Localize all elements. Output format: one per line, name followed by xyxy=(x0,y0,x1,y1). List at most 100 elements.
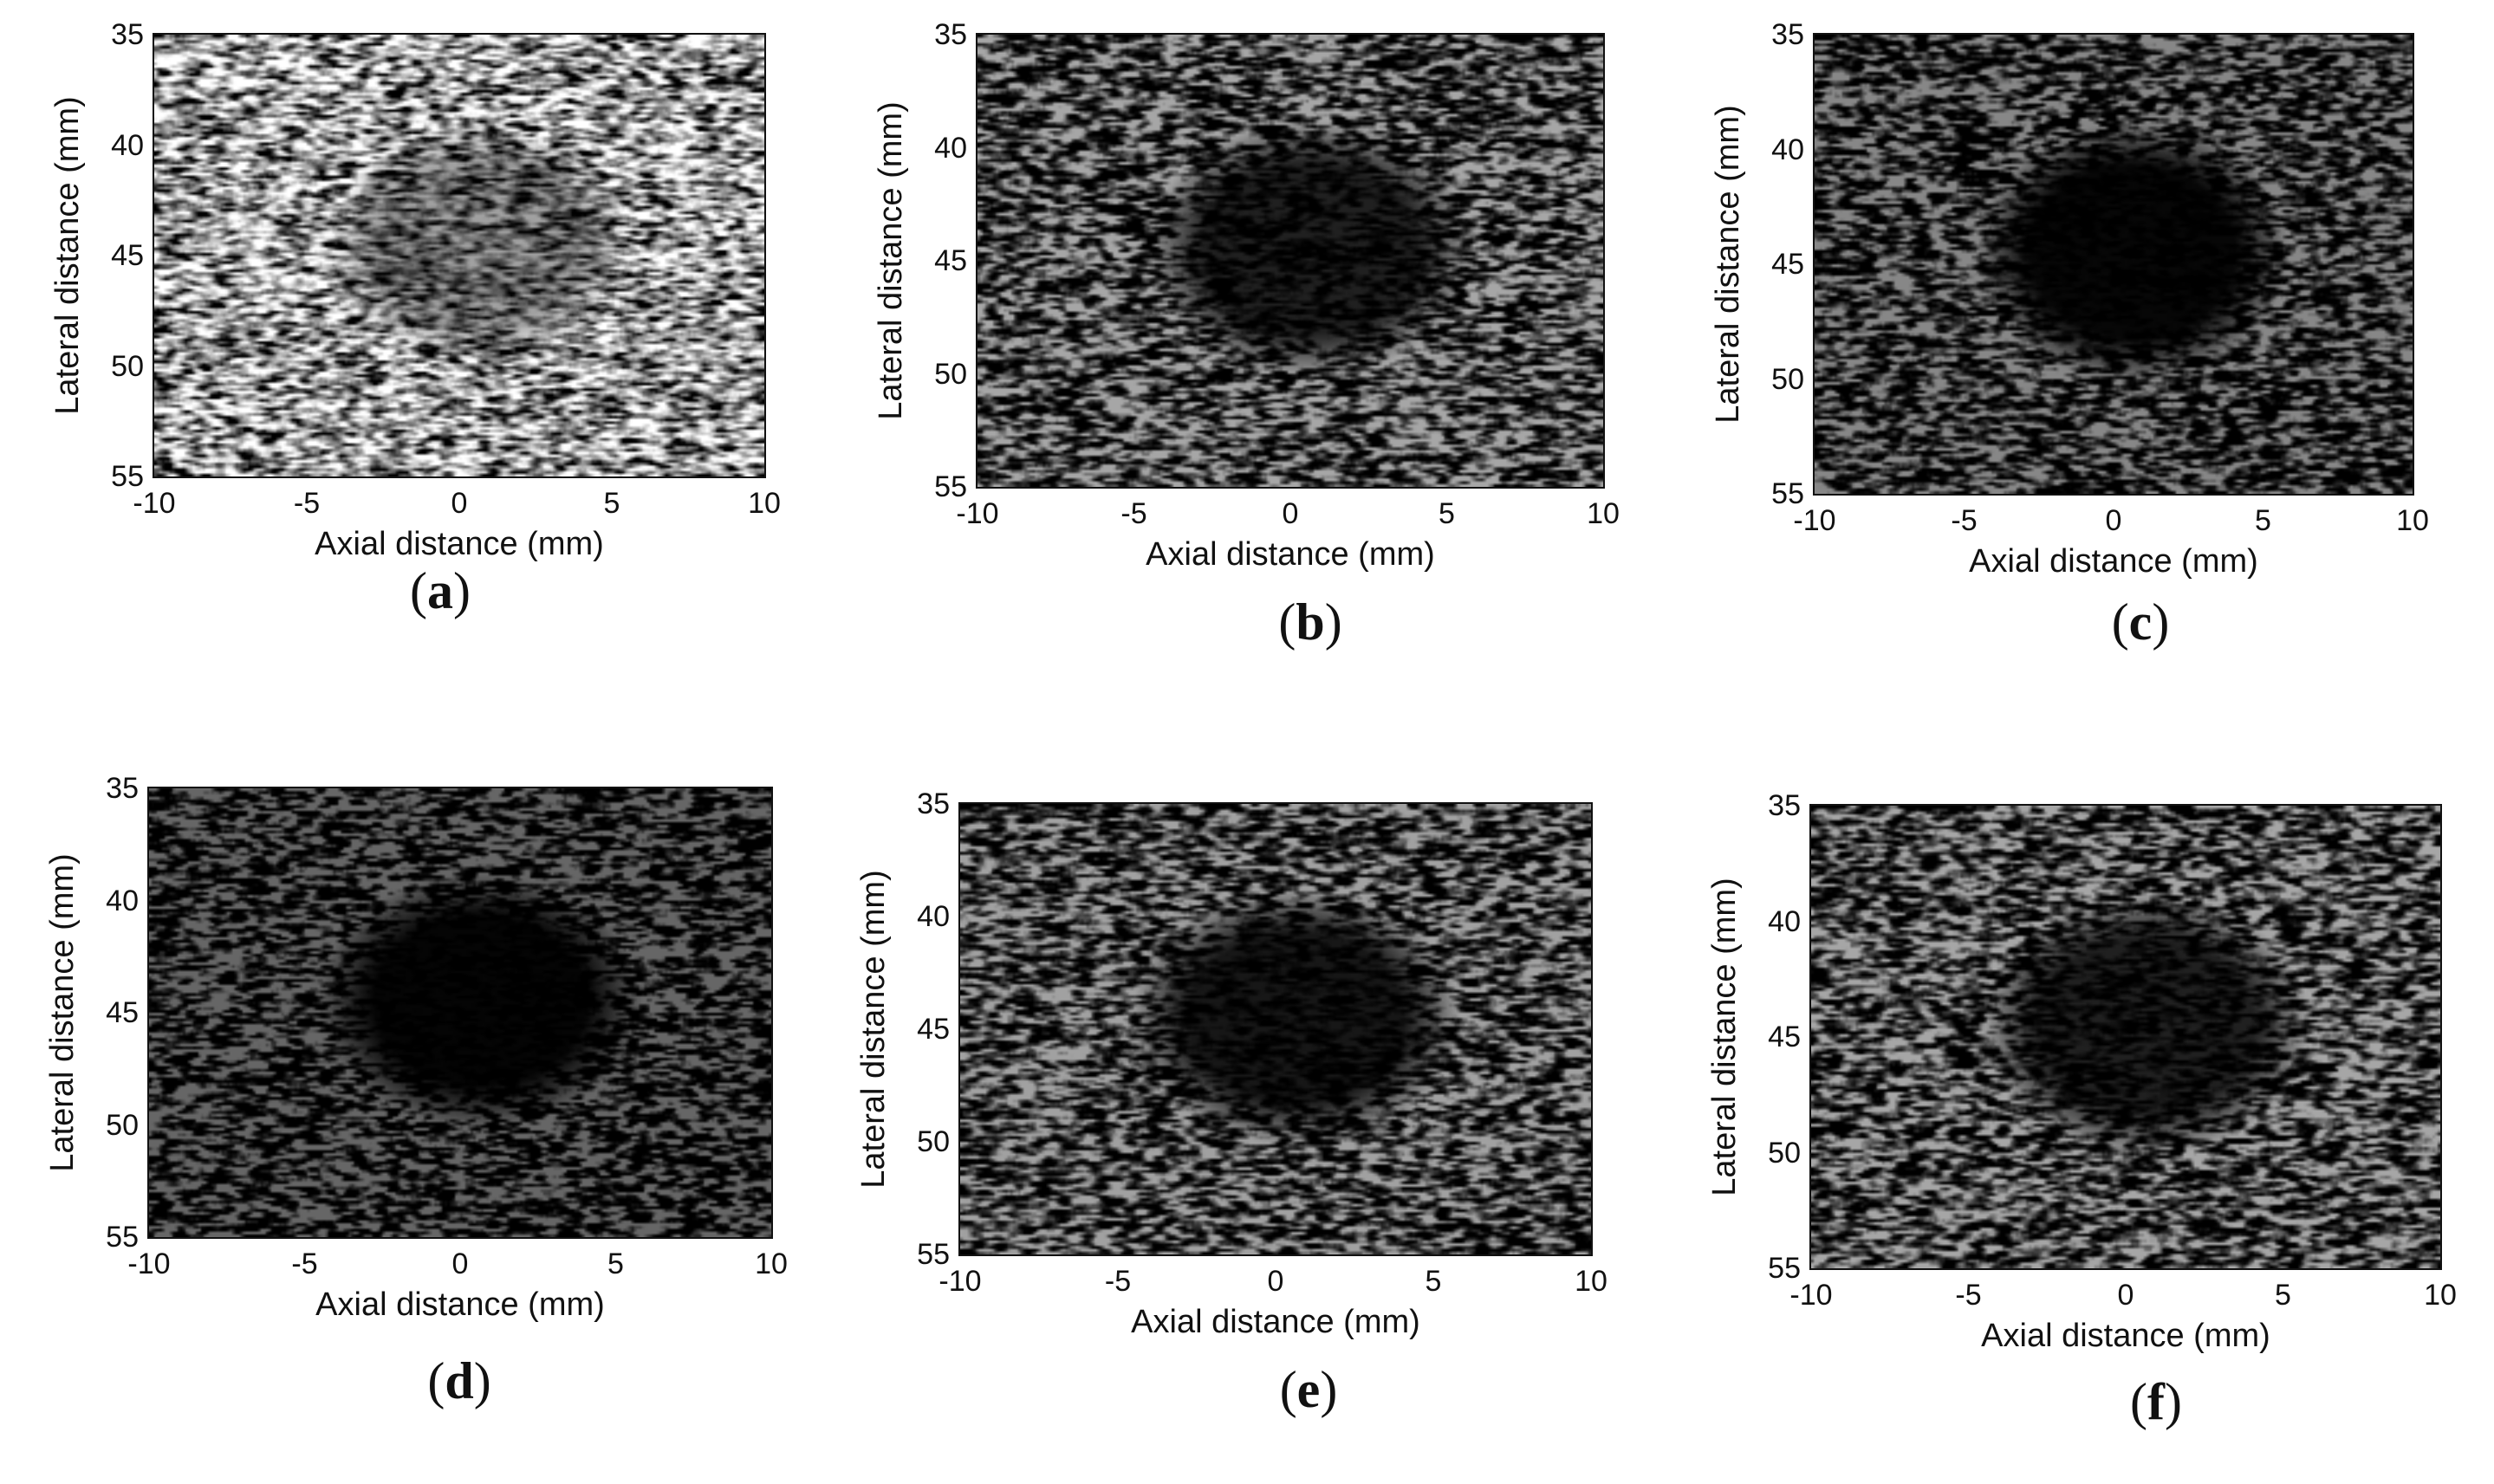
speckle-canvas-e xyxy=(960,804,1591,1254)
y-tick-label: 55 xyxy=(111,460,144,493)
ultrasound-image-e xyxy=(958,802,1593,1256)
y-tick-label: 50 xyxy=(1771,362,1804,396)
x-tick-label: 10 xyxy=(748,487,781,520)
speckle-canvas-d xyxy=(149,788,771,1237)
y-tick-label: 45 xyxy=(1768,1021,1801,1053)
ultrasound-image-f xyxy=(1809,804,2442,1270)
speckle-canvas-c xyxy=(1815,35,2413,494)
caption-letter: e xyxy=(1296,1361,1321,1418)
y-tick-label: 50 xyxy=(1768,1136,1801,1170)
y-axis-label: Lateral distance (mm) xyxy=(1710,105,1746,424)
y-axis-label: Lateral distance (mm) xyxy=(855,870,892,1189)
caption-letter: d xyxy=(445,1352,474,1409)
x-tick-label: 10 xyxy=(755,1247,788,1280)
panel-caption: (a) xyxy=(388,563,492,619)
speckle-canvas-a xyxy=(154,35,764,476)
y-axis-label: Lateral distance (mm) xyxy=(44,853,81,1172)
x-tick-label: -5 xyxy=(293,487,321,520)
y-tick-label: 35 xyxy=(934,18,967,51)
y-tick-label: 40 xyxy=(1768,904,1801,938)
y-axis-label: Lateral distance (mm) xyxy=(1706,878,1743,1196)
x-tick-label: 5 xyxy=(1425,1265,1442,1298)
y-tick-label: 40 xyxy=(917,900,950,933)
panel-caption: (e) xyxy=(1257,1362,1361,1417)
y-tick-label: 45 xyxy=(106,996,139,1029)
x-tick-label: 5 xyxy=(603,487,620,520)
caption-close-paren: ) xyxy=(453,562,471,619)
y-tick-label: 55 xyxy=(106,1221,139,1254)
x-tick-label: -10 xyxy=(1793,504,1836,537)
y-tick-label: 50 xyxy=(106,1108,139,1142)
x-tick-label: -5 xyxy=(1104,1265,1132,1298)
x-tick-label: 10 xyxy=(1587,497,1620,530)
x-tick-label: 0 xyxy=(1282,497,1299,530)
x-tick-label: -10 xyxy=(956,497,999,530)
ultrasound-image-d xyxy=(147,787,773,1239)
panel-caption: (b) xyxy=(1258,594,1362,650)
y-tick-label: 45 xyxy=(111,239,144,272)
y-tick-label: 35 xyxy=(1768,789,1801,822)
x-tick-label: 10 xyxy=(2396,504,2429,537)
x-axis-label: Axial distance (mm) xyxy=(315,526,604,562)
caption-open-paren: ( xyxy=(2111,593,2129,651)
y-tick-label: 55 xyxy=(934,470,967,503)
y-tick-label: 55 xyxy=(1771,477,1804,510)
ultrasound-image-c xyxy=(1813,33,2414,496)
x-tick-label: -10 xyxy=(938,1265,982,1298)
caption-close-paren: ) xyxy=(1324,593,1342,651)
x-tick-label: 0 xyxy=(1267,1265,1284,1298)
x-tick-label: 5 xyxy=(2255,504,2271,537)
x-tick-label: 0 xyxy=(2105,504,2122,537)
speckle-canvas-b xyxy=(977,35,1603,487)
x-tick-label: 10 xyxy=(2424,1279,2457,1312)
x-tick-label: -5 xyxy=(1955,1279,1982,1312)
ultrasound-image-b xyxy=(976,33,1605,489)
y-tick-label: 35 xyxy=(111,18,144,51)
y-tick-label: 45 xyxy=(1771,248,1804,281)
y-tick-label: 45 xyxy=(917,1013,950,1046)
y-tick-label: 50 xyxy=(111,349,144,383)
caption-open-paren: ( xyxy=(1278,593,1296,651)
caption-close-paren: ) xyxy=(2164,1373,2182,1430)
x-tick-label: 5 xyxy=(1439,497,1455,530)
x-tick-label: 5 xyxy=(2275,1279,2291,1312)
x-tick-label: -10 xyxy=(1789,1279,1833,1312)
x-tick-label: 0 xyxy=(451,487,468,520)
caption-letter: b xyxy=(1296,593,1325,651)
x-axis-label: Axial distance (mm) xyxy=(1131,1304,1420,1340)
y-axis-label: Lateral distance (mm) xyxy=(49,96,86,415)
caption-open-paren: ( xyxy=(427,1352,445,1409)
panel-caption: (f) xyxy=(2104,1374,2208,1429)
y-tick-label: 55 xyxy=(917,1238,950,1271)
x-tick-label: 10 xyxy=(1575,1265,1607,1298)
speckle-canvas-f xyxy=(1811,806,2440,1268)
y-tick-label: 35 xyxy=(106,772,139,805)
y-tick-label: 40 xyxy=(111,128,144,162)
x-axis-label: Axial distance (mm) xyxy=(1146,536,1435,573)
caption-letter: f xyxy=(2147,1373,2165,1430)
x-axis-label: Axial distance (mm) xyxy=(315,1286,605,1323)
caption-letter: c xyxy=(2128,593,2153,651)
panel-caption: (c) xyxy=(2088,594,2192,650)
y-tick-label: 35 xyxy=(917,787,950,820)
y-tick-label: 50 xyxy=(917,1125,950,1158)
x-tick-label: -10 xyxy=(133,487,176,520)
y-tick-label: 40 xyxy=(934,131,967,165)
ultrasound-image-a xyxy=(153,33,766,478)
caption-close-paren: ) xyxy=(1320,1361,1338,1418)
x-axis-label: Axial distance (mm) xyxy=(1969,543,2258,580)
x-tick-label: -5 xyxy=(1120,497,1147,530)
y-tick-label: 55 xyxy=(1768,1252,1801,1285)
caption-close-paren: ) xyxy=(473,1352,491,1409)
caption-letter: a xyxy=(427,562,453,619)
y-tick-label: 35 xyxy=(1771,18,1804,51)
x-tick-label: 0 xyxy=(2117,1279,2134,1312)
y-axis-label: Lateral distance (mm) xyxy=(873,101,909,420)
x-axis-label: Axial distance (mm) xyxy=(1981,1318,2270,1354)
y-tick-label: 50 xyxy=(934,357,967,391)
x-tick-label: 5 xyxy=(607,1247,624,1280)
caption-open-paren: ( xyxy=(1279,1361,1297,1418)
panel-caption: (d) xyxy=(407,1353,511,1409)
x-tick-label: 0 xyxy=(451,1247,469,1280)
x-tick-label: -10 xyxy=(127,1247,171,1280)
